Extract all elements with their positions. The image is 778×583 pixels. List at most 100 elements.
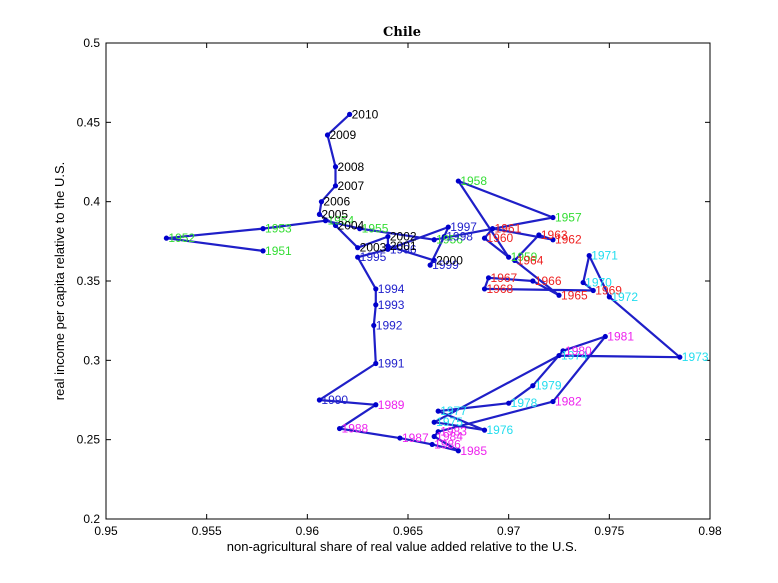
y-tick-label: 0.2 — [83, 512, 100, 526]
point-label-1958: 1958 — [460, 174, 487, 188]
data-point-1981 — [602, 333, 608, 340]
data-point-1965 — [556, 292, 562, 298]
data-point-1978 — [506, 400, 512, 406]
point-label-2004: 2004 — [338, 218, 365, 232]
point-label-1959: 1959 — [511, 250, 538, 264]
data-point-2010 — [347, 111, 353, 117]
point-label-1974: 1974 — [561, 349, 588, 363]
data-point-2006 — [318, 199, 325, 205]
point-label-1975: 1975 — [436, 415, 463, 429]
data-point-1992 — [371, 322, 377, 329]
data-point-1964 — [512, 257, 518, 263]
point-label-1979: 1979 — [535, 379, 562, 393]
data-point-2002 — [385, 233, 391, 240]
data-point-1952 — [163, 235, 169, 241]
point-label-1987: 1987 — [402, 431, 429, 445]
data-point-1995 — [355, 254, 361, 260]
point-label-1957: 1957 — [555, 211, 582, 225]
x-tick-label: 0.955 — [192, 524, 222, 538]
point-label-1973: 1973 — [682, 350, 709, 364]
y-axis-label: real income per capita relative to the U… — [52, 162, 67, 400]
data-point-1993 — [373, 302, 379, 308]
point-label-1981: 1981 — [607, 330, 634, 344]
data-point-1956 — [431, 237, 437, 243]
point-label-1968: 1968 — [487, 282, 514, 296]
data-point-1957 — [550, 214, 556, 221]
data-point-1987 — [397, 435, 403, 441]
data-point-1963 — [536, 232, 542, 238]
y-tick-label: 0.45 — [77, 115, 101, 129]
point-label-1983: 1983 — [440, 425, 467, 439]
point-label-1964: 1964 — [517, 253, 544, 267]
data-point-1994 — [373, 286, 379, 292]
x-tick-label: 0.96 — [296, 524, 320, 538]
y-tick-label: 0.3 — [83, 353, 100, 367]
data-point-1953 — [260, 226, 266, 232]
data-point-1984 — [431, 433, 437, 440]
point-label-1990: 1990 — [321, 393, 348, 407]
point-label-1989: 1989 — [378, 398, 405, 412]
point-label-1972: 1972 — [611, 290, 638, 304]
data-point-1966 — [530, 278, 536, 284]
data-point-1999 — [427, 262, 433, 268]
point-label-1976: 1976 — [487, 423, 514, 437]
point-label-2008: 2008 — [338, 160, 365, 174]
point-label-1966: 1966 — [535, 274, 562, 288]
point-label-1995: 1995 — [360, 250, 387, 264]
point-label-1999: 1999 — [432, 258, 459, 272]
point-label-1998: 1998 — [446, 230, 473, 244]
point-label-1978: 1978 — [511, 396, 538, 410]
point-label-1961: 1961 — [495, 222, 522, 236]
point-label-2010: 2010 — [352, 107, 379, 121]
data-point-1962 — [550, 237, 556, 243]
data-point-1989 — [373, 402, 379, 408]
data-point-2001 — [385, 243, 391, 249]
point-label-1997: 1997 — [450, 220, 477, 234]
x-tick-label: 0.965 — [393, 524, 423, 538]
x-tick-label: 0.98 — [698, 524, 722, 538]
y-tick-label: 0.25 — [77, 433, 101, 447]
chart-title: Chile — [383, 25, 421, 40]
data-point-1975 — [431, 419, 437, 425]
point-label-2007: 2007 — [338, 179, 365, 193]
point-label-1969: 1969 — [595, 284, 622, 298]
point-label-1971: 1971 — [591, 249, 618, 263]
data-point-1988 — [336, 425, 343, 432]
point-label-1980: 1980 — [565, 344, 592, 358]
x-axis-label: non-agricultural share of real value add… — [227, 539, 577, 554]
data-point-1990 — [316, 397, 323, 403]
data-point-1961 — [489, 226, 496, 232]
point-label-2000: 2000 — [436, 253, 463, 267]
point-label-2009: 2009 — [329, 128, 356, 142]
x-tick-label: 0.97 — [497, 524, 521, 538]
point-label-1952: 1952 — [168, 231, 195, 245]
data-point-1958 — [455, 178, 461, 184]
data-point-2007 — [332, 183, 339, 189]
y-tick-label: 0.35 — [77, 274, 101, 288]
data-point-1973 — [677, 354, 683, 360]
data-point-1983 — [435, 429, 441, 435]
data-point-1967 — [485, 275, 492, 281]
data-point-2008 — [332, 164, 339, 170]
point-label-1985: 1985 — [460, 444, 487, 458]
point-label-1965: 1965 — [561, 288, 588, 302]
data-point-2003 — [355, 245, 361, 251]
data-point-1985 — [455, 448, 461, 454]
point-label-1963: 1963 — [541, 228, 568, 242]
x-tick-label: 0.975 — [594, 524, 624, 538]
data-point-1959 — [506, 254, 512, 260]
data-point-2004 — [332, 222, 339, 229]
data-point-1972 — [606, 294, 612, 300]
y-tick-label: 0.4 — [83, 195, 100, 209]
point-label-1991: 1991 — [378, 357, 405, 371]
data-point-1997 — [445, 224, 451, 230]
data-point-1980 — [560, 348, 566, 354]
point-label-2001: 2001 — [390, 239, 417, 253]
data-point-1968 — [481, 286, 488, 292]
data-point-1954 — [322, 218, 329, 224]
data-point-2005 — [316, 211, 323, 217]
point-label-1953: 1953 — [265, 222, 292, 236]
point-label-1962: 1962 — [555, 233, 582, 247]
